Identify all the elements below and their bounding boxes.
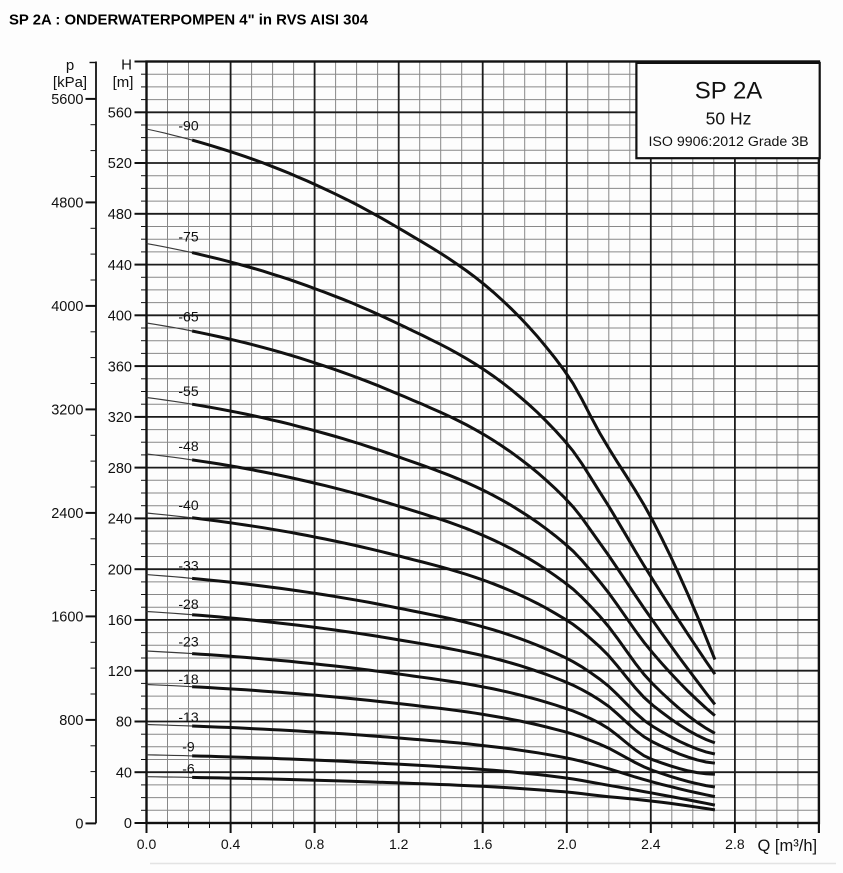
svg-text:1.6: 1.6 — [473, 836, 493, 852]
svg-text:-23: -23 — [178, 634, 198, 650]
svg-text:0.4: 0.4 — [221, 836, 241, 852]
svg-text:0: 0 — [124, 816, 132, 832]
svg-text:120: 120 — [108, 664, 132, 680]
svg-text:4000: 4000 — [51, 299, 83, 315]
svg-text:80: 80 — [116, 715, 132, 731]
svg-text:[m]: [m] — [113, 74, 134, 91]
svg-text:-48: -48 — [178, 438, 198, 454]
svg-text:1.2: 1.2 — [389, 836, 409, 852]
svg-text:200: 200 — [108, 562, 132, 578]
svg-text:Q [m³/h]: Q [m³/h] — [758, 837, 818, 855]
svg-text:-13: -13 — [178, 709, 198, 725]
svg-text:H: H — [121, 57, 132, 74]
svg-text:50 Hz: 50 Hz — [706, 109, 752, 129]
svg-text:-65: -65 — [178, 309, 198, 325]
svg-text:1600: 1600 — [51, 610, 83, 626]
svg-text:2.4: 2.4 — [641, 836, 661, 852]
svg-text:240: 240 — [108, 512, 132, 528]
svg-text:[kPa]: [kPa] — [53, 74, 87, 91]
svg-text:3200: 3200 — [51, 403, 83, 419]
svg-text:-6: -6 — [182, 761, 195, 777]
svg-text:-75: -75 — [178, 229, 198, 245]
svg-text:320: 320 — [108, 410, 132, 426]
svg-text:2.8: 2.8 — [725, 836, 745, 852]
svg-text:5600: 5600 — [51, 92, 83, 108]
svg-text:40: 40 — [116, 765, 132, 781]
svg-text:SP 2A : ONDERWATERPOMPEN 4" in: SP 2A : ONDERWATERPOMPEN 4" in RVS AISI … — [9, 13, 369, 29]
svg-text:4800: 4800 — [51, 196, 83, 212]
svg-text:ISO 9906:2012 Grade 3B: ISO 9906:2012 Grade 3B — [648, 134, 808, 150]
svg-text:-33: -33 — [178, 558, 198, 574]
svg-text:800: 800 — [59, 713, 83, 729]
svg-text:p: p — [66, 57, 74, 74]
svg-text:560: 560 — [108, 106, 132, 122]
svg-text:0.8: 0.8 — [305, 836, 325, 852]
svg-text:-18: -18 — [178, 671, 198, 687]
svg-text:-9: -9 — [182, 739, 195, 755]
svg-text:400: 400 — [108, 309, 132, 325]
svg-text:360: 360 — [108, 359, 132, 375]
svg-text:0.0: 0.0 — [137, 836, 157, 852]
svg-text:160: 160 — [108, 613, 132, 629]
svg-text:-40: -40 — [178, 497, 198, 513]
svg-text:0: 0 — [75, 817, 83, 833]
svg-text:2400: 2400 — [51, 506, 83, 522]
svg-text:SP 2A: SP 2A — [695, 77, 763, 104]
svg-text:280: 280 — [108, 461, 132, 477]
svg-text:2.0: 2.0 — [557, 836, 577, 852]
svg-text:480: 480 — [108, 207, 132, 223]
svg-text:-28: -28 — [178, 596, 198, 612]
svg-text:-90: -90 — [178, 118, 198, 134]
svg-text:520: 520 — [108, 156, 132, 172]
svg-text:440: 440 — [108, 258, 132, 274]
svg-text:-55: -55 — [178, 383, 198, 399]
